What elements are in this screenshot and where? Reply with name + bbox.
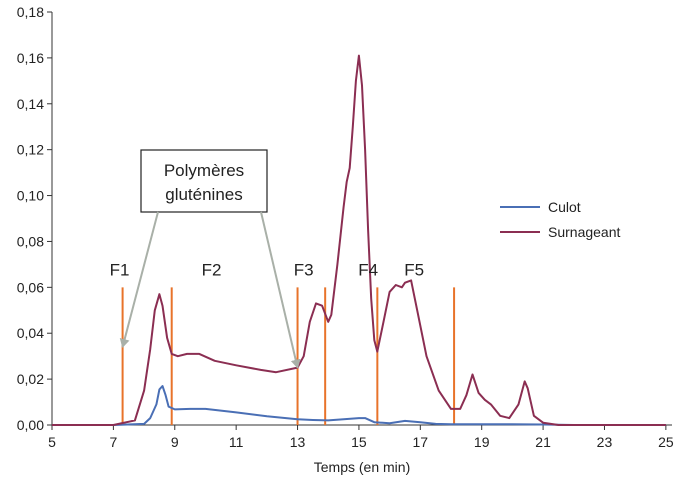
y-tick-label: 0,04 [17, 325, 44, 341]
series-lines [52, 54, 666, 426]
fraction-labels: F1 F2 F3 F4 F5 [110, 260, 424, 279]
y-tick-label: 0,10 [17, 188, 44, 204]
x-tick-label: 5 [48, 434, 56, 450]
x-axis-title: Temps (en min) [314, 459, 410, 475]
x-tick-label: 15 [351, 434, 367, 450]
y-tick-label: 0,14 [17, 96, 44, 112]
x-tick-label: 25 [658, 434, 674, 450]
annotation-line-1: Polymères [164, 161, 244, 180]
x-tick-label: 23 [597, 434, 613, 450]
x-tick-label: 13 [290, 434, 306, 450]
annotation-line-2: gluténines [165, 185, 243, 204]
x-tick-label: 17 [413, 434, 429, 450]
y-tick-label: 0,02 [17, 371, 44, 387]
x-tick-label: 11 [229, 434, 244, 450]
legend-label-surnageant: Surnageant [548, 224, 621, 240]
y-tick-label: 0,18 [17, 4, 44, 20]
fraction-label-f4: F4 [358, 260, 378, 279]
x-tick-label: 19 [474, 434, 490, 450]
fraction-label-f3: F3 [294, 260, 314, 279]
x-tick-label: 7 [109, 434, 117, 450]
axes: 0,00 0,02 0,04 0,06 0,08 0,10 0,12 0,14 0,16 0,18… [17, 4, 674, 450]
annotation-box [140, 149, 268, 213]
legend: Culot Surnageant [500, 199, 621, 240]
annotation-arrow [260, 211, 301, 369]
polymer-annotation: Polymères gluténines [119, 149, 301, 369]
x-tick-label: 21 [535, 434, 551, 450]
series-line-culot [52, 385, 666, 426]
fraction-label-f1: F1 [110, 260, 130, 279]
legend-label-culot: Culot [548, 199, 581, 215]
x-tick-label: 9 [171, 434, 179, 450]
y-tick-label: 0,08 [17, 233, 44, 249]
fraction-label-f2: F2 [202, 260, 222, 279]
series-line-surnageant [52, 54, 666, 426]
fraction-markers [121, 287, 456, 425]
y-tick-label: 0,00 [17, 417, 44, 433]
fraction-label-f5: F5 [404, 260, 424, 279]
y-tick-label: 0,12 [17, 142, 44, 158]
annotation-arrow [119, 211, 159, 348]
y-tick-label: 0,06 [17, 279, 44, 295]
y-tick-label: 0,16 [17, 50, 44, 66]
